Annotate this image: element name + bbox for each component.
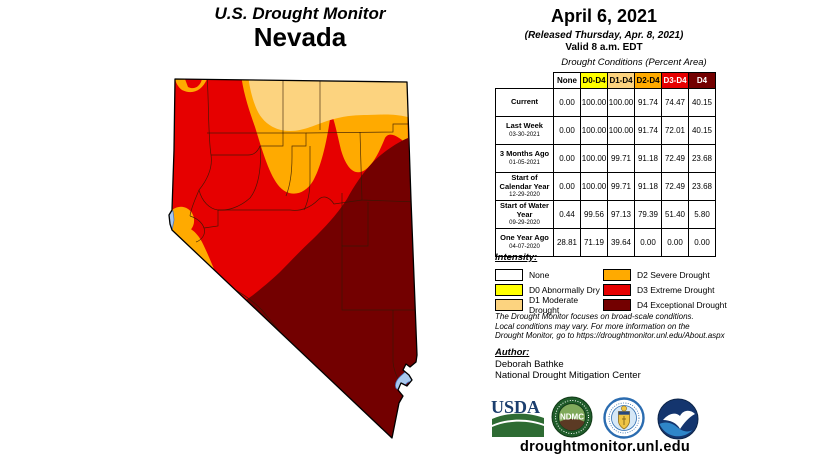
- website-url: droughtmonitor.unl.edu: [519, 439, 691, 455]
- cell-value: 0.00: [634, 228, 662, 257]
- map-region-d4-exceptional: [246, 138, 417, 438]
- table-row: Start of Calendar Year 12-29-2020 0.00 1…: [495, 172, 716, 201]
- cell-value: 100.00: [580, 88, 608, 117]
- cell-value: 40.15: [688, 88, 716, 117]
- intensity-legend: Intensity: None D0 Abnormally Dry D1 Mod…: [495, 252, 795, 315]
- ndmc-logo: NDMC: [551, 396, 593, 438]
- row-label: 3 Months Ago: [499, 149, 550, 159]
- cell-value: 91.74: [634, 116, 662, 145]
- table-row: One Year Ago 04-07-2020 28.81 71.19 39.6…: [495, 228, 716, 257]
- row-date: 12-29-2020: [509, 192, 540, 198]
- col-header-d3d4: D3-D4: [661, 72, 689, 89]
- cell-value: 39.64: [607, 228, 635, 257]
- col-header-none: None: [553, 72, 581, 89]
- cell-value: 91.74: [634, 88, 662, 117]
- table-header-row: None D0-D4 D1-D4 D2-D4 D3-D4 D4: [496, 72, 716, 89]
- cell-value: 100.00: [580, 172, 608, 201]
- cell-value: 74.47: [661, 88, 689, 117]
- col-header-d0d4: D0-D4: [580, 72, 608, 89]
- cell-value: 0.00: [661, 228, 689, 257]
- col-header-d4: D4: [688, 72, 716, 89]
- d0-swatch: [495, 283, 523, 296]
- d3-swatch: [603, 283, 631, 296]
- table-row: Start of Water Year 09-29-2020 0.44 99.5…: [495, 200, 716, 229]
- row-label: Current: [510, 97, 539, 107]
- cell-value: 100.00: [607, 88, 635, 117]
- map-date: April 6, 2021: [550, 6, 658, 26]
- row-label: Last Week: [506, 121, 543, 131]
- row-date: 09-29-2020: [509, 220, 540, 226]
- state-name-title: Nevada: [253, 22, 347, 52]
- cell-value: 0.00: [553, 172, 581, 201]
- row-label: Start of Calendar Year: [499, 173, 550, 191]
- cell-value: 0.00: [553, 144, 581, 173]
- row-date: 04-07-2020: [509, 243, 540, 250]
- commerce-seal-logo: [603, 397, 645, 439]
- d1-swatch: [495, 298, 523, 311]
- map-region-d1-north: [245, 79, 408, 131]
- cell-value: 79.39: [634, 200, 662, 229]
- cell-value: 91.18: [634, 172, 662, 201]
- legend-item-d1: D1 Moderate Drought: [495, 295, 603, 315]
- legend-item-d2: D2 Severe Drought: [603, 267, 727, 282]
- col-header-d2d4: D2-D4: [634, 72, 662, 89]
- date-block: April 6, 2021 (Released Thursday, Apr. 8…: [494, 6, 714, 53]
- report-title: U.S. Drought Monitor: [214, 4, 386, 23]
- cell-value: 99.71: [607, 144, 635, 173]
- cell-value: 100.00: [580, 116, 608, 145]
- row-label: One Year Ago: [500, 233, 549, 243]
- cell-value: 91.18: [634, 144, 662, 173]
- cell-value: 71.19: [580, 228, 608, 257]
- legend-heading: Intensity:: [495, 252, 538, 263]
- cell-value: 72.49: [661, 172, 689, 201]
- cell-value: 100.00: [580, 144, 608, 173]
- cell-value: 72.01: [661, 116, 689, 145]
- noaa-logo: [657, 398, 699, 440]
- cell-value: 100.00: [607, 116, 635, 145]
- table-corner-cell: [496, 73, 554, 89]
- cell-value: 40.15: [688, 116, 716, 145]
- usda-logo-text: USDA: [491, 397, 540, 417]
- valid-time: Valid 8 a.m. EDT: [565, 42, 643, 53]
- cell-value: 99.71: [607, 172, 635, 201]
- cell-value: 0.44: [553, 200, 581, 229]
- cell-value: 99.56: [580, 200, 608, 229]
- usda-logo: USDA: [491, 397, 544, 437]
- cell-value: 5.80: [688, 200, 716, 229]
- nevada-state-outline: [168, 78, 418, 439]
- author-heading: Author:: [495, 347, 530, 358]
- cell-value: 72.49: [661, 144, 689, 173]
- legend-item-none: None: [495, 267, 603, 282]
- table-row: 3 Months Ago 01-05-2021 0.00 100.00 99.7…: [495, 144, 716, 173]
- legend-item-d0: D0 Abnormally Dry: [495, 282, 603, 297]
- table-title: Drought Conditions (Percent Area): [561, 57, 707, 68]
- drought-conditions-table: None D0-D4 D1-D4 D2-D4 D3-D4 D4 Current …: [495, 72, 716, 257]
- cell-value: 0.00: [553, 88, 581, 117]
- none-swatch: [495, 268, 523, 281]
- cell-value: 23.68: [688, 172, 716, 201]
- row-date: 03-30-2021: [509, 131, 540, 138]
- nevada-drought-map: [168, 78, 418, 439]
- map-region-d3-corner-blob: [185, 79, 202, 89]
- disclaimer-text: The Drought Monitor focuses on broad-sca…: [495, 312, 725, 340]
- d2-swatch: [603, 268, 631, 281]
- cell-value: 97.13: [607, 200, 635, 229]
- cell-value: 0.00: [688, 228, 716, 257]
- d4-swatch: [603, 298, 631, 311]
- row-label: Start of Water Year: [500, 201, 549, 219]
- author-name: Deborah Bathke: [495, 359, 564, 370]
- ndmc-logo-text: NDMC: [560, 413, 584, 422]
- table-row: Last Week 03-30-2021 0.00 100.00 100.00 …: [495, 116, 716, 145]
- release-date: (Released Thursday, Apr. 8, 2021): [524, 30, 684, 41]
- col-header-d1d4: D1-D4: [607, 72, 635, 89]
- cell-value: 51.40: [661, 200, 689, 229]
- author-organization: National Drought Mitigation Center: [495, 370, 641, 381]
- cell-value: 0.00: [553, 116, 581, 145]
- legend-item-d3: D3 Extreme Drought: [603, 282, 727, 297]
- table-row: Current 0.00 100.00 100.00 91.74 74.47 4…: [495, 88, 716, 117]
- legend-item-d4: D4 Exceptional Drought: [603, 297, 727, 312]
- cell-value: 23.68: [688, 144, 716, 173]
- row-date: 01-05-2021: [509, 159, 540, 166]
